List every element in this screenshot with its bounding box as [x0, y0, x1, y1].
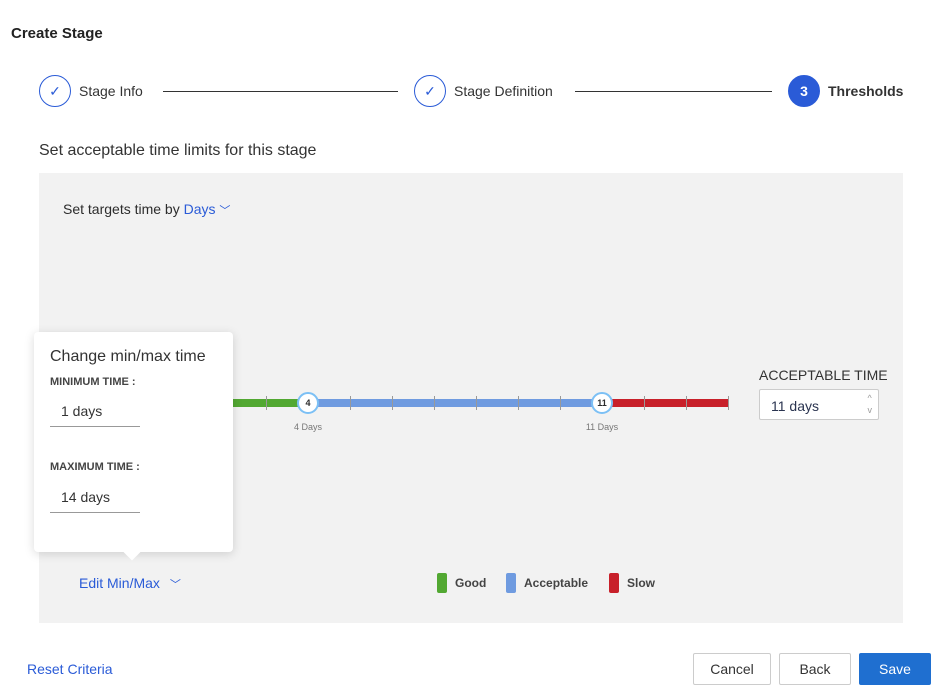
- back-button[interactable]: Back: [779, 653, 851, 685]
- popover-title: Change min/max time: [50, 348, 206, 365]
- slider-tick: [350, 396, 351, 410]
- acceptable-time-input[interactable]: 11 days ^ v: [759, 389, 879, 420]
- legend-good-swatch: [437, 573, 447, 593]
- slider-tick: [476, 396, 477, 410]
- unit-dropdown[interactable]: Days: [183, 201, 216, 217]
- step-number: 3: [788, 75, 820, 107]
- stepper-icon[interactable]: ^ v: [867, 393, 873, 415]
- knob-good-label[interactable]: 4 Days: [293, 422, 322, 432]
- slow-segment: [602, 399, 728, 407]
- slider-tick: [644, 396, 645, 410]
- legend-acceptable-swatch: [506, 573, 516, 593]
- check-icon: ✓: [39, 75, 71, 107]
- slider-knob-good[interactable]: 4: [297, 392, 319, 414]
- edit-min-max-label: Edit Min/Max: [79, 575, 160, 591]
- knob-acceptable-label[interactable]: 11 Days: [585, 422, 619, 432]
- slider-tick: [392, 396, 393, 410]
- step-thresholds[interactable]: Thresholds: [828, 83, 904, 99]
- min-time-label: MINIMUM TIME :: [50, 376, 136, 388]
- slider-tick: [686, 396, 687, 410]
- legend-good: Good: [455, 576, 487, 590]
- step-stage-definition[interactable]: Stage Definition: [454, 83, 553, 99]
- acceptable-segment: [308, 399, 602, 407]
- slider-knob-acceptable[interactable]: 11: [591, 392, 613, 414]
- reset-criteria-link[interactable]: Reset Criteria: [27, 661, 113, 677]
- targets-prefix: Set targets time by: [63, 201, 180, 217]
- min-max-popover: Change min/max time MINIMUM TIME : 1 day…: [34, 332, 233, 561]
- slider-tick: [728, 396, 729, 410]
- step-connector: [163, 91, 398, 92]
- acceptable-time-value: 11 days: [771, 398, 819, 414]
- max-time-input[interactable]: 14 days: [50, 489, 140, 513]
- slider-tick: [518, 396, 519, 410]
- targets-selector: Set targets time by Days ﹀: [63, 201, 230, 218]
- step-stage-info[interactable]: Stage Info: [79, 83, 143, 99]
- min-time-input[interactable]: 1 days: [50, 403, 140, 427]
- edit-min-max-button[interactable]: Edit Min/Max ﹀: [79, 575, 181, 592]
- legend-slow: Slow: [627, 576, 656, 590]
- legend-acceptable: Acceptable: [524, 576, 589, 590]
- check-icon: ✓: [414, 75, 446, 107]
- acceptable-time-label: ACCEPTABLE TIME: [759, 367, 888, 383]
- section-subtitle: Set acceptable time limits for this stag…: [39, 142, 317, 159]
- good-segment: [182, 399, 308, 407]
- slider-tick: [266, 396, 267, 410]
- slider-tick: [434, 396, 435, 410]
- chevron-down-icon[interactable]: ﹀: [219, 205, 231, 217]
- cancel-button[interactable]: Cancel: [693, 653, 771, 685]
- slider-tick: [560, 396, 561, 410]
- save-button[interactable]: Save: [859, 653, 931, 685]
- page-title: Create Stage: [11, 25, 103, 42]
- chevron-down-icon: ﹀: [169, 579, 181, 591]
- legend-slow-swatch: [609, 573, 619, 593]
- max-time-label: MAXIMUM TIME :: [50, 461, 140, 473]
- step-connector: [575, 91, 772, 92]
